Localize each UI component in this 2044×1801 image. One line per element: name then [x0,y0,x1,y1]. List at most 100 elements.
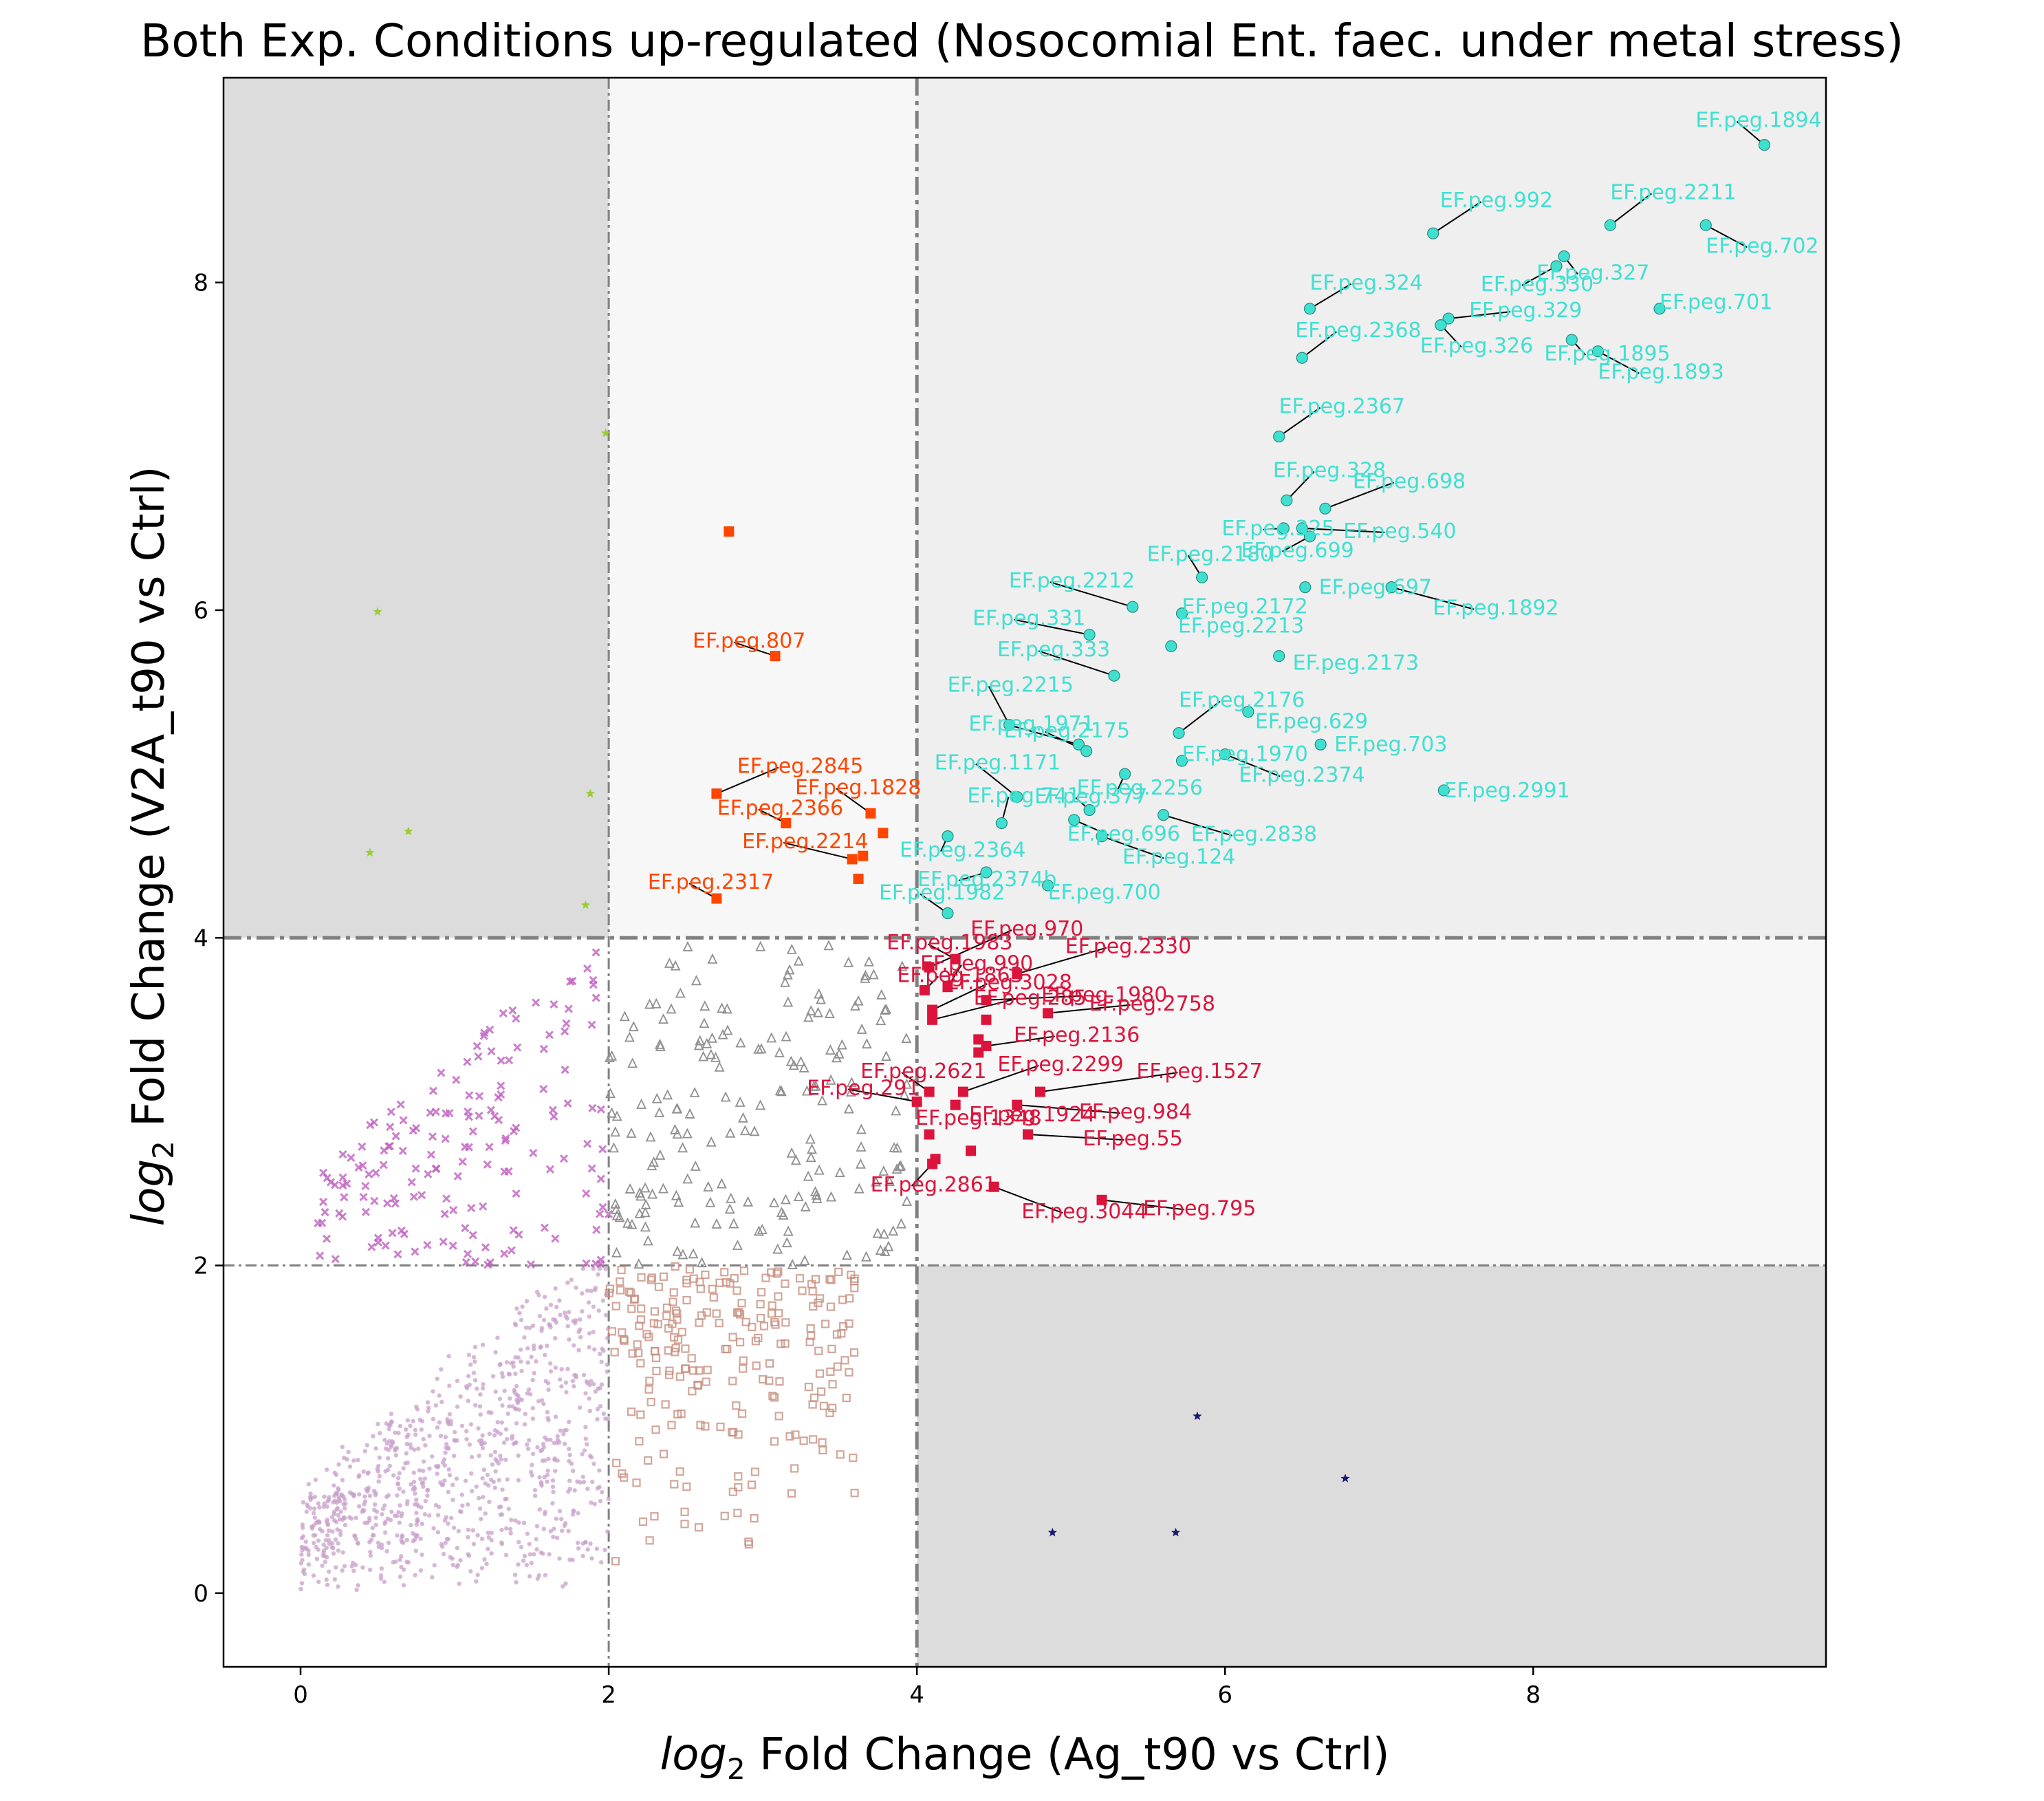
bg-point [638,1517,648,1527]
bg-point [732,1286,741,1295]
bg-point [576,1329,581,1335]
bg-point [605,1288,613,1297]
data-point [1171,1527,1181,1537]
data-point [1314,738,1327,751]
bg-point [846,1077,857,1088]
bg-point [382,1438,387,1443]
bg-point [559,1367,564,1372]
bg-point [850,1000,861,1011]
bg-point [644,998,655,1009]
bg-point [477,1404,483,1409]
bg-point [479,1442,484,1447]
bg-point [466,1535,470,1540]
bg-point [594,1546,600,1551]
bg-point [755,940,766,951]
bg-point [805,1152,816,1163]
data-point [404,826,413,836]
bg-point [561,1066,569,1075]
bg-point [567,1310,572,1315]
label-connector [975,763,1018,798]
bg-point [675,987,686,998]
bg-point [808,1080,819,1091]
y-tick-label: 6 [193,597,208,625]
bg-point [814,1346,823,1355]
bg-point [398,1146,407,1155]
bg-point [326,1528,331,1533]
bg-point [809,1393,819,1402]
point-label: EF.peg.2175 [1004,719,1130,743]
data-point [781,818,792,829]
bg-point [312,1515,318,1520]
data-point [580,900,591,909]
bg-point [487,1047,496,1056]
bg-point [414,1511,419,1516]
bg-point [321,1542,326,1547]
bg-point [739,1266,749,1275]
data-point [585,788,595,798]
bg-point [555,1438,561,1443]
bg-point [468,1231,477,1240]
data-point [1296,352,1308,364]
bg-point [360,1565,365,1570]
bg-point [316,1579,321,1584]
bg-point [514,1579,519,1585]
bg-point [468,1569,473,1574]
bg-point [545,1344,550,1348]
bg-point [516,1393,521,1399]
bg-point [362,1499,368,1504]
bg-point [580,1291,585,1296]
data-point [1119,768,1131,780]
bg-point [405,1460,410,1465]
bg-point [336,1513,341,1518]
point-label: EF.peg.990 [920,952,1033,976]
bg-point [371,1434,376,1438]
chart-title: Both Exp. Conditions up-regulated (Nosoc… [140,14,1904,67]
bg-point [435,1425,440,1430]
bg-point [783,1225,794,1236]
bg-point [595,1416,600,1422]
bg-point [739,1364,748,1373]
label-connector [932,998,1015,1021]
bg-point [346,1449,351,1455]
bg-point [514,1306,519,1311]
bg-point [408,1423,413,1428]
bg-point [394,1445,400,1451]
bg-point [443,1450,448,1455]
bg-point [583,964,592,973]
bg-point [720,1091,731,1102]
bg-point [879,1228,889,1239]
data-point [770,651,781,662]
data-point [1175,755,1188,767]
bg-point [693,1380,702,1390]
bg-point [378,1576,384,1581]
bg-point [558,1428,563,1433]
bg-point [740,1125,750,1136]
bg-point [715,1319,724,1328]
bg-point [558,1377,563,1382]
bg-point [340,1550,345,1555]
bg-point [720,1268,729,1277]
bg-point [854,1183,865,1194]
bg-point [667,1421,676,1430]
bg-point [318,1218,327,1227]
bg-point [398,1574,403,1579]
bg-point [438,1434,444,1438]
bg-point [596,1386,600,1391]
bg-point [568,976,577,986]
region-v2a-only [224,78,609,938]
bg-point [505,1477,510,1482]
bg-point [448,1516,454,1520]
bg-point [861,1038,872,1049]
bg-point [488,1477,494,1482]
bg-point [737,1409,747,1418]
bg-point [576,1546,581,1551]
x-tick-label: 6 [1217,1681,1232,1709]
bg-point [589,1379,594,1383]
bg-point [705,1196,716,1207]
bg-point [430,1575,435,1579]
bg-point [512,1189,521,1198]
bg-point [566,1489,571,1494]
x-axis-label-log: log [660,1729,727,1780]
bg-point [666,1003,677,1014]
bg-point [454,1476,459,1481]
